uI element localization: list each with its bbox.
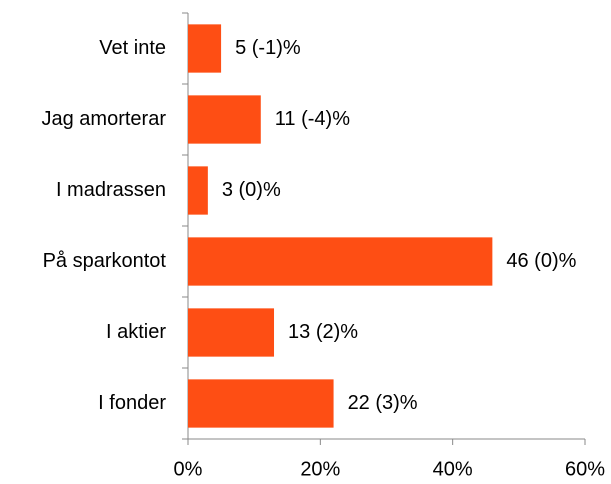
value-label: 3 (0)% bbox=[222, 179, 281, 201]
value-label: 46 (0)% bbox=[506, 250, 576, 272]
bar bbox=[188, 24, 222, 73]
x-tick-label: 40% bbox=[433, 458, 473, 480]
value-label: 13 (2)% bbox=[288, 321, 358, 343]
x-tick-label: 60% bbox=[565, 458, 605, 480]
y-tick-label: Vet inte bbox=[99, 37, 166, 59]
bar bbox=[188, 95, 261, 144]
value-label: 5 (-1)% bbox=[235, 37, 301, 59]
x-tick-label: 0% bbox=[174, 458, 203, 480]
bar bbox=[188, 166, 208, 215]
x-tick-label: 20% bbox=[300, 458, 340, 480]
y-tick-label: I madrassen bbox=[56, 179, 166, 201]
bar bbox=[188, 379, 334, 428]
y-tick-label: På sparkontot bbox=[43, 250, 167, 272]
y-tick-label: I aktier bbox=[106, 321, 166, 343]
value-label: 11 (-4)% bbox=[275, 108, 350, 130]
bar bbox=[188, 308, 275, 357]
bar bbox=[188, 237, 493, 286]
y-tick-label: Jag amorterar bbox=[42, 108, 167, 130]
y-tick-label: I fonder bbox=[98, 392, 166, 414]
value-label: 22 (3)% bbox=[348, 392, 418, 414]
